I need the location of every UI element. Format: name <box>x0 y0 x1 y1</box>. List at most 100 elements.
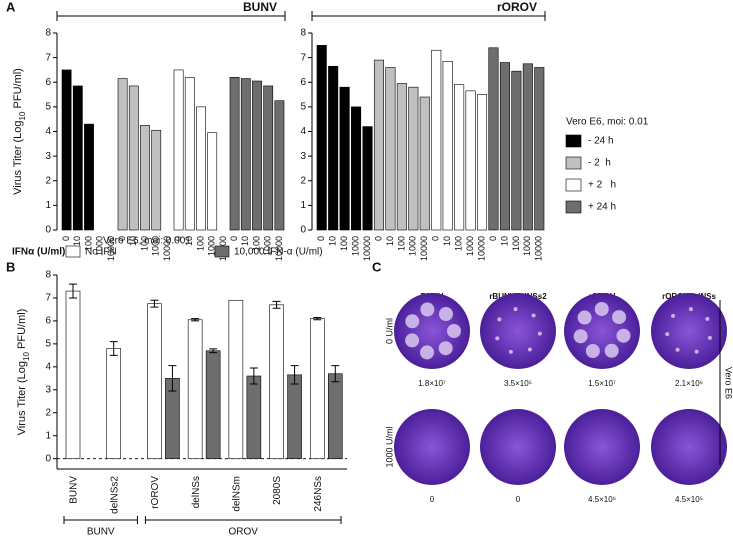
bar <box>229 77 240 231</box>
legend-title: Vero E6, moi: 0.01 <box>566 117 649 128</box>
plaque <box>616 328 631 343</box>
x-tick-label: 100 <box>195 236 205 251</box>
x-tick-label: 1000 <box>151 236 161 256</box>
bar <box>184 77 195 231</box>
x-tick-label: 1000 <box>350 236 360 256</box>
titer-label: 1.5×10⁷ <box>588 379 616 388</box>
bar <box>274 100 285 231</box>
bar <box>408 86 419 231</box>
y-axis-label-part: 10 <box>22 352 31 361</box>
titer-label: 0 <box>516 495 521 504</box>
bar <box>419 96 430 231</box>
x-tick-label: 10 <box>499 236 509 246</box>
y-tick-label: 5 <box>45 339 51 350</box>
y-tick-label: 0 <box>300 225 306 236</box>
plaque <box>573 329 588 344</box>
x-tick-label: 0 <box>431 236 441 241</box>
bar <box>339 86 350 231</box>
x-tick-label: 100 <box>454 236 464 251</box>
bar <box>205 350 221 459</box>
x-tick-label: 1000 <box>95 236 105 256</box>
legend-swatch <box>65 245 81 258</box>
x-tick-label: 100 <box>251 236 261 251</box>
y-tick-label: 5 <box>300 102 306 113</box>
row-label: 0 U/ml <box>384 318 394 344</box>
bar <box>534 67 545 231</box>
y-tick-label: 7 <box>300 52 306 63</box>
x-tick-label: 10 <box>184 236 194 246</box>
plaque <box>585 344 600 359</box>
x-tick-label: 1000 <box>263 236 273 256</box>
titer-label: 3.5×10⁵ <box>504 379 532 388</box>
plaque <box>694 349 699 354</box>
bar <box>196 106 206 231</box>
x-tick-label: 100 <box>83 236 93 251</box>
bar <box>228 299 244 459</box>
titer-label: 2.1×10⁶ <box>675 379 703 388</box>
plaque-well <box>651 409 727 485</box>
bar <box>488 47 499 231</box>
plaque <box>420 302 435 317</box>
plaque <box>405 314 420 329</box>
plaque <box>688 307 693 312</box>
x-tick-label: 10 <box>442 236 452 246</box>
plaque <box>705 316 710 321</box>
legend-swatch <box>565 134 582 148</box>
plaque-well <box>480 293 556 369</box>
plaque <box>438 306 453 321</box>
bar <box>147 303 162 459</box>
x-tick-label: 0 <box>373 236 383 241</box>
y-axis-label: Virus Titer (Log10 PFU/ml) <box>12 68 27 195</box>
plaque <box>527 347 532 352</box>
plaque <box>495 336 500 341</box>
error-bar <box>69 283 77 299</box>
x-tick-label: 10 <box>128 236 138 246</box>
y-axis-label-part: PFU/ml) <box>16 309 28 352</box>
plaque <box>604 343 619 358</box>
plaque <box>594 302 609 317</box>
group-bracket <box>63 516 138 524</box>
x-tick-label: BUNV <box>69 476 80 504</box>
plaque <box>671 313 676 318</box>
error-bar <box>150 299 159 308</box>
y-tick-label: 1 <box>300 200 306 211</box>
titer-label: 4.5×10⁵ <box>675 495 703 504</box>
x-axis-label: IFNα (U/ml) <box>12 247 65 258</box>
bar <box>84 123 94 231</box>
y-tick-label: 0 <box>45 453 51 464</box>
x-tick-label: 10000 <box>534 236 544 261</box>
x-tick-label: 1000 <box>408 236 418 256</box>
x-tick-label: 1000 <box>522 236 532 256</box>
y-tick-label: 8 <box>300 28 306 39</box>
y-tick-label: 4 <box>45 126 51 137</box>
bar <box>385 67 396 231</box>
bar <box>240 78 251 231</box>
bar <box>252 80 262 231</box>
bar <box>309 318 325 459</box>
x-tick-label: rOROV <box>150 476 161 509</box>
x-tick-label: 246NSs <box>313 476 324 512</box>
bar <box>476 94 488 231</box>
bar <box>287 374 302 459</box>
panel-label: A <box>6 0 16 14</box>
legend-label: + 24 h <box>588 202 616 213</box>
bar <box>373 59 384 231</box>
y-tick-label: 2 <box>45 407 51 418</box>
x-tick-label: 10000 <box>274 236 284 261</box>
x-tick-label: 1000 <box>207 236 217 256</box>
bar <box>246 375 262 459</box>
error-bar <box>191 318 200 322</box>
x-tick-label: delNSs2 <box>109 476 120 514</box>
panel-label: C <box>372 259 382 274</box>
legend-swatch <box>565 200 582 214</box>
legend-label: No IFN <box>85 247 117 258</box>
y-tick-label: 6 <box>45 316 51 327</box>
x-tick-label: 10 <box>385 236 395 246</box>
y-axis-label-part: Virus Titer (Log <box>12 120 24 194</box>
plaque <box>497 317 502 322</box>
plaque <box>707 335 712 340</box>
plaque-well <box>480 409 556 485</box>
error-bar <box>290 365 299 385</box>
bar <box>269 304 284 459</box>
bar <box>351 106 362 231</box>
